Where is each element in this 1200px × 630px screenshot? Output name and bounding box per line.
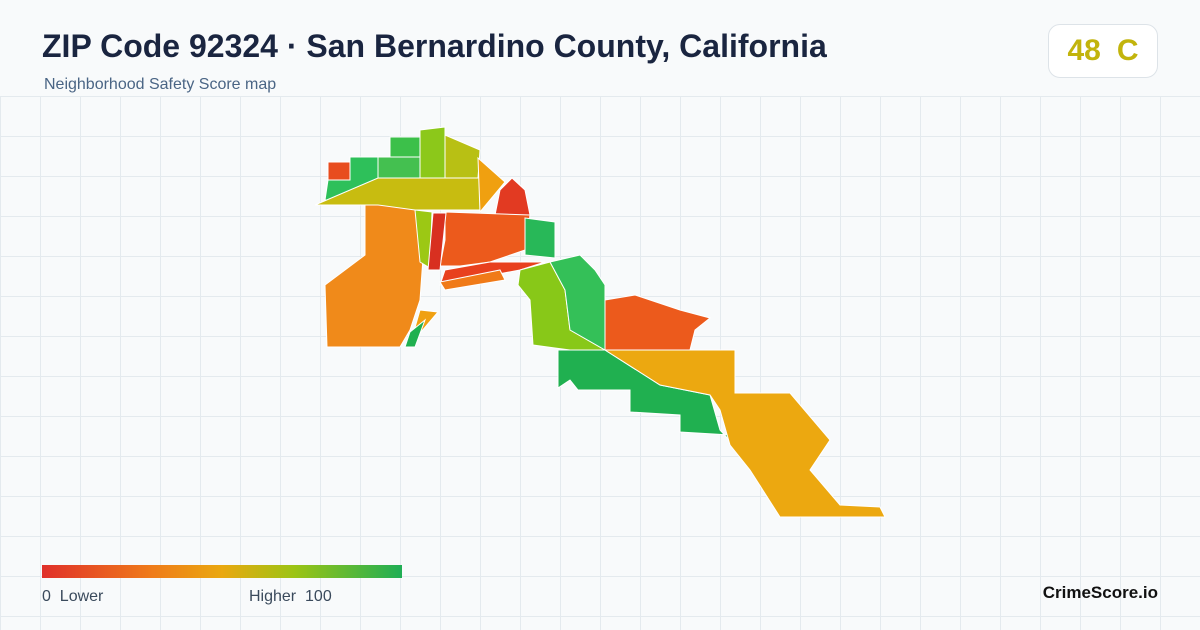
score-value: 48 [1067,34,1101,67]
legend-min: 0 [42,588,51,605]
region [427,212,447,271]
region [444,134,481,179]
region [439,211,531,267]
region [404,318,427,348]
legend-min-group: 0 Lower [42,588,103,606]
region [477,156,506,214]
legend-gradient [42,565,402,578]
score-badge: 48 C [1048,24,1158,78]
score-grade: C [1116,34,1139,67]
brand: CrimeScore.io [1042,583,1158,602]
subtitle: Neighborhood Safety Score map [44,76,277,93]
region [604,294,712,351]
region [603,349,886,518]
region [419,126,446,179]
region [324,204,426,348]
region [439,269,506,291]
legend-max-group: Higher 100 [249,588,332,606]
region [524,217,556,259]
legend-low: Lower [59,588,104,605]
legend-high: Higher [249,588,297,605]
region [494,177,531,216]
legend-max: 100 [305,588,332,605]
header-bar [0,0,1200,96]
title: ZIP Code 92324 · San Bernardino County, … [42,28,827,64]
region [377,156,421,179]
